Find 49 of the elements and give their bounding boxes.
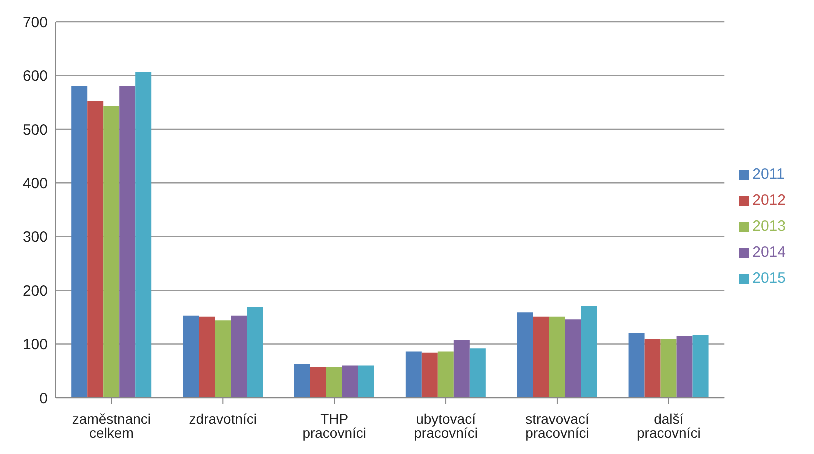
bar <box>120 86 136 398</box>
bar <box>660 339 677 398</box>
bar <box>88 101 104 398</box>
x-tick-label: zdravotníci <box>189 410 258 427</box>
bar <box>326 367 342 398</box>
bar <box>581 306 598 398</box>
bar <box>692 335 709 398</box>
bar <box>470 348 486 398</box>
bar <box>358 366 374 398</box>
x-tick-label: zaměstnanci celkem <box>72 410 152 441</box>
bar <box>183 316 200 398</box>
y-tick-label: 500 <box>22 122 48 139</box>
y-tick-label: 200 <box>22 282 48 300</box>
bar <box>104 106 120 398</box>
bar <box>406 352 422 398</box>
bar <box>676 336 693 398</box>
x-tick-label: stravovací pracovníci <box>526 410 590 441</box>
bar <box>644 339 661 398</box>
bar <box>565 320 582 398</box>
bar <box>136 72 152 398</box>
bar <box>549 316 566 398</box>
legend-label: 2012 <box>752 192 786 209</box>
legend-label: 2014 <box>752 244 786 261</box>
bar <box>294 364 310 398</box>
bar <box>72 86 88 398</box>
x-tick-label: ubytovací pracovníci <box>414 410 478 441</box>
y-tick-label: 700 <box>22 14 48 32</box>
bar <box>422 352 438 398</box>
y-tick-label: 600 <box>22 68 48 86</box>
x-tick-label: THP pracovníci <box>302 410 366 441</box>
bar <box>438 352 454 398</box>
bar <box>199 316 216 398</box>
bar <box>454 340 470 398</box>
legend-label: 2013 <box>752 218 786 235</box>
y-tick-label: 300 <box>22 229 48 246</box>
bar <box>533 316 550 398</box>
x-tick-label: další pracovníci <box>637 410 701 441</box>
y-tick-label: 400 <box>22 175 48 192</box>
bar <box>310 367 326 398</box>
bar <box>215 320 232 398</box>
y-tick-label: 100 <box>22 336 48 354</box>
bar <box>247 307 264 398</box>
legend-label: 2015 <box>752 270 786 287</box>
bar <box>342 366 358 398</box>
y-tick-label: 0 <box>40 390 48 408</box>
legend-label: 2011 <box>752 166 785 183</box>
bar <box>231 316 248 398</box>
bar <box>628 333 645 398</box>
bar <box>517 312 534 398</box>
